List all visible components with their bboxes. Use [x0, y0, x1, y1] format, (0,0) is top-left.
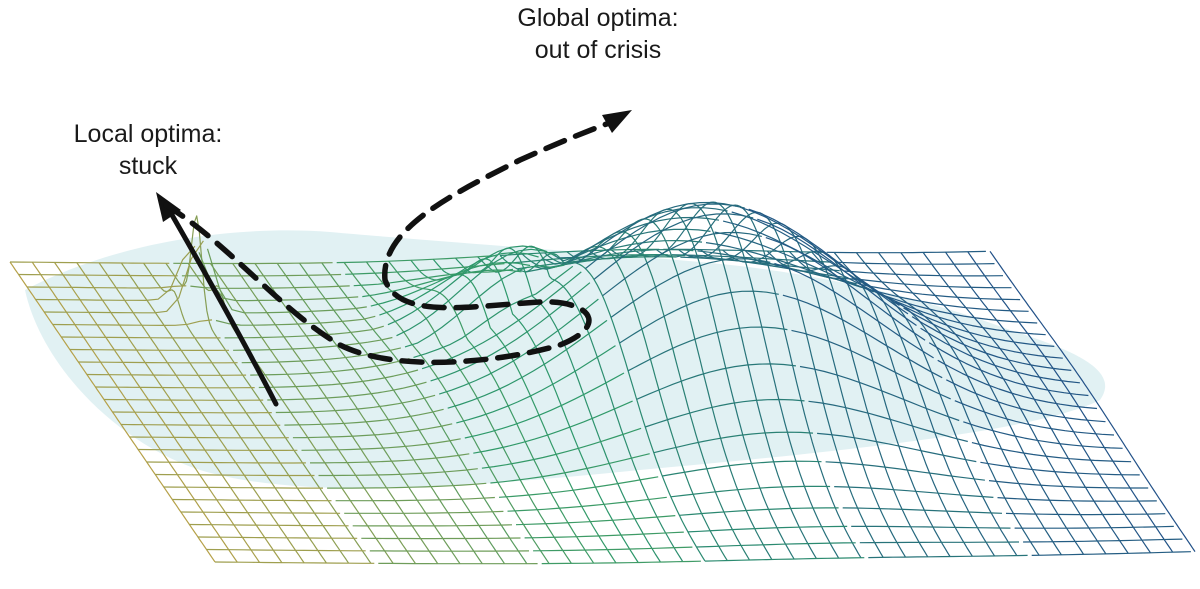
- global-optima-subtitle: out of crisis: [478, 34, 718, 66]
- mesh-line-v: [1006, 513, 1165, 514]
- mesh-line-v: [353, 525, 512, 526]
- mesh-line-v: [843, 508, 1002, 513]
- mesh-line-v: [533, 547, 692, 551]
- mesh-line-v: [851, 526, 1010, 528]
- mesh-line-v: [868, 555, 1027, 557]
- local-optima-title: Local optima:: [38, 118, 258, 150]
- mesh-line-v: [860, 542, 1019, 543]
- mesh-line-v: [844, 271, 1003, 276]
- local-optima-label: Local optima: stuck: [38, 118, 258, 182]
- global-optima-label: Global optima: out of crisis: [478, 2, 718, 66]
- mesh-line-v: [525, 532, 684, 538]
- dashed-arrowhead: [602, 110, 632, 133]
- mesh-line-v: [198, 537, 357, 538]
- mesh-line-v: [705, 558, 864, 561]
- mesh-line-v: [1015, 526, 1174, 528]
- mesh-line-v: [164, 487, 323, 488]
- mesh-line-v: [516, 516, 675, 525]
- mesh-line-v: [998, 498, 1157, 502]
- mesh-line-v: [215, 562, 374, 563]
- mesh-line-v: [181, 512, 340, 513]
- mesh-line-v: [361, 538, 520, 539]
- mesh-line-v: [189, 525, 348, 526]
- mesh-line-v: [834, 487, 993, 498]
- mesh-line-v: [207, 550, 366, 551]
- mesh-line-v: [835, 262, 994, 264]
- mesh-line-v: [989, 481, 1148, 488]
- mesh-line-v: [827, 251, 986, 252]
- mesh-line-v: [344, 511, 503, 513]
- mesh-line-v: [980, 462, 1139, 475]
- global-optima-title: Global optima:: [478, 2, 718, 34]
- mesh-line-v: [1032, 552, 1191, 556]
- mesh-line-v: [542, 561, 701, 563]
- mesh-line-v: [172, 500, 331, 501]
- local-optima-subtitle: stuck: [38, 150, 258, 182]
- mesh-line-v: [1023, 539, 1182, 542]
